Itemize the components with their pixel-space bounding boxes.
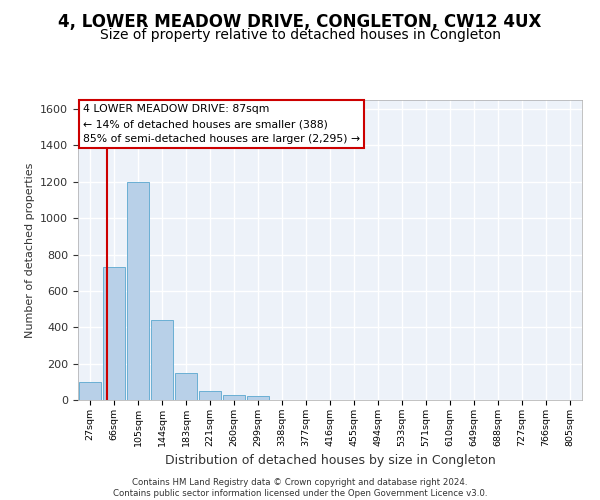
Bar [223,394,245,400]
Bar [103,268,125,400]
Text: 4 LOWER MEADOW DRIVE: 87sqm
← 14% of detached houses are smaller (388)
85% of se: 4 LOWER MEADOW DRIVE: 87sqm ← 14% of det… [83,104,360,144]
Bar [175,372,197,400]
Bar [247,396,269,400]
Text: Size of property relative to detached houses in Congleton: Size of property relative to detached ho… [100,28,500,42]
Text: 4, LOWER MEADOW DRIVE, CONGLETON, CW12 4UX: 4, LOWER MEADOW DRIVE, CONGLETON, CW12 4… [58,12,542,30]
Bar [151,320,173,400]
Text: Contains HM Land Registry data © Crown copyright and database right 2024.
Contai: Contains HM Land Registry data © Crown c… [113,478,487,498]
Bar [79,382,101,400]
X-axis label: Distribution of detached houses by size in Congleton: Distribution of detached houses by size … [164,454,496,468]
Bar [127,182,149,400]
Y-axis label: Number of detached properties: Number of detached properties [25,162,35,338]
Bar [199,391,221,400]
